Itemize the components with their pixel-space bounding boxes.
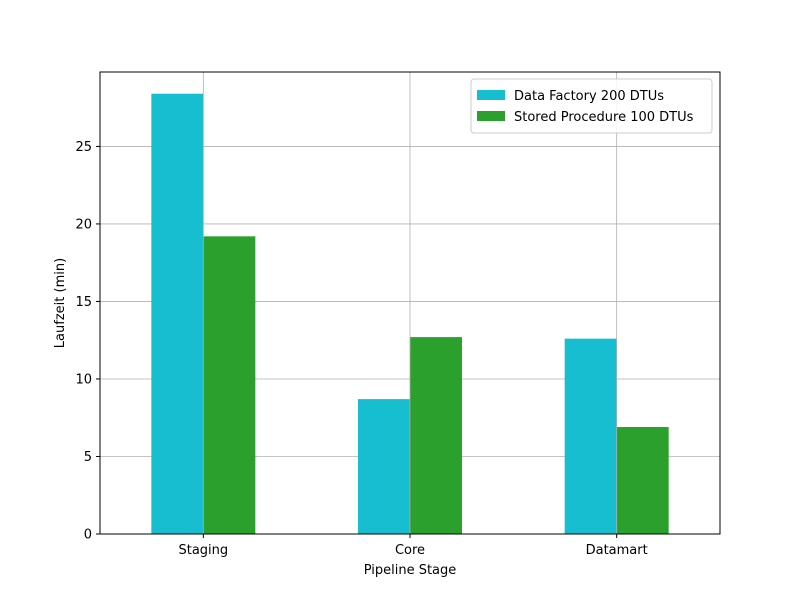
legend: Data Factory 200 DTUs Stored Procedure 10…: [470, 78, 713, 134]
bar-datamart-series-2: [616, 427, 669, 534]
y-tick-label: 20: [75, 217, 92, 232]
ticks-layer: 0 5 10 15 20 25 Staging Core Datamart: [75, 140, 647, 558]
bar-staging-series-2: [203, 236, 256, 534]
legend-swatch-series-2: [477, 111, 505, 121]
legend-swatch-series-1: [477, 90, 505, 100]
legend-box: [470, 78, 713, 134]
y-tick-label: 25: [75, 140, 92, 155]
y-tick-label: 10: [75, 372, 92, 387]
y-tick-label: 5: [84, 450, 92, 465]
x-tick-label: Staging: [178, 543, 228, 558]
x-tick-label: Datamart: [586, 543, 648, 558]
x-tick-label: Core: [395, 543, 425, 558]
bars-layer: [151, 72, 669, 534]
y-tick-label: 15: [75, 295, 92, 310]
y-tick-label: 0: [84, 528, 92, 543]
bar-core-series-2: [410, 337, 462, 534]
y-axis-title: Laufzeit (min): [53, 258, 68, 348]
bar-core-series-1: [358, 399, 410, 534]
legend-label-series-1: Data Factory 200 DTUs: [514, 89, 664, 104]
bar-datamart-series-1: [564, 338, 617, 534]
x-axis-title: Pipeline Stage: [364, 563, 457, 578]
legend-label-series-2: Stored Procedure 100 DTUs: [514, 110, 694, 125]
bar-staging-series-1: [151, 93, 204, 534]
